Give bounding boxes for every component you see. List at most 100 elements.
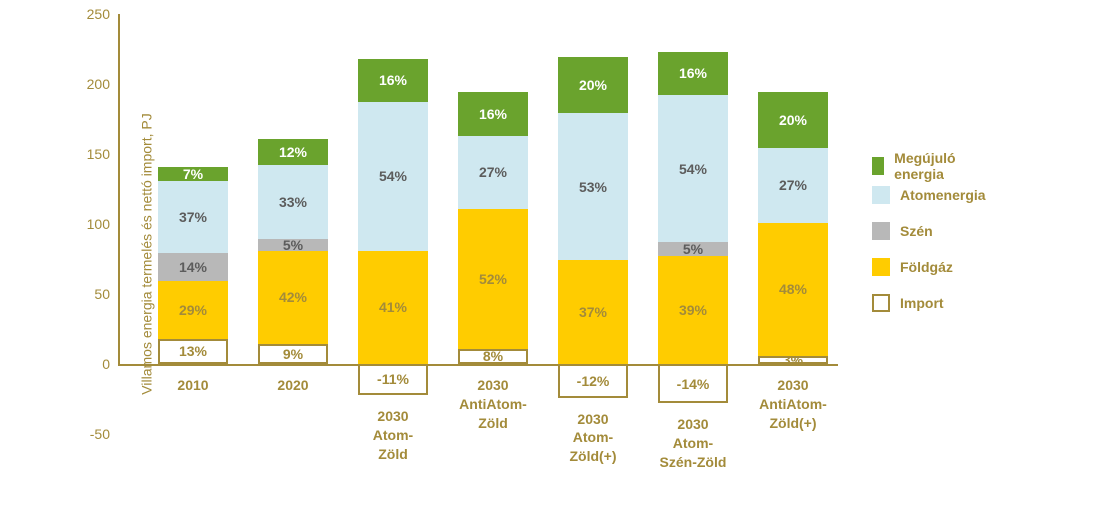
bar-segment-import: 3% <box>758 356 828 364</box>
legend-item: Megújuló energia <box>872 150 961 182</box>
bar-value-label: 27% <box>779 177 807 193</box>
y-tick-label: 250 <box>70 6 110 22</box>
bar-value-label: 42% <box>279 289 307 305</box>
legend-swatch <box>872 222 890 240</box>
category-label-line: Szén-Zöld <box>643 453 743 472</box>
bar-segment-foldgaz: 42% <box>258 251 328 345</box>
legend-swatch <box>872 294 890 312</box>
y-axis-line <box>118 14 120 364</box>
y-tick-label: -50 <box>70 426 110 442</box>
legend-swatch <box>872 258 890 276</box>
bar-value-label: 16% <box>679 65 707 81</box>
legend-item: Földgáz <box>872 258 953 276</box>
bar-segment-megujulo: 16% <box>358 59 428 102</box>
bar-segment-atom: 54% <box>358 102 428 250</box>
category-label: 2030Atom-Zöld <box>343 407 443 464</box>
category-label: 2030Atom-Szén-Zöld <box>643 415 743 472</box>
legend-swatch <box>872 157 884 175</box>
legend-item: Atomenergia <box>872 186 986 204</box>
y-tick-label: 100 <box>70 216 110 232</box>
bar-segment-foldgaz: 29% <box>158 281 228 338</box>
energy-stacked-bar-chart: Villamos energia termelés és nettó impor… <box>0 0 1106 508</box>
bar-value-label: 54% <box>379 168 407 184</box>
bar-value-label: -14% <box>677 376 710 392</box>
bar-value-label: 37% <box>579 304 607 320</box>
category-label: 2010 <box>143 376 243 395</box>
bar-segment-atom: 27% <box>458 136 528 209</box>
bar-segment-import: -14% <box>658 364 728 403</box>
category-label-line: Atom- <box>343 426 443 445</box>
legend-label: Atomenergia <box>900 187 986 203</box>
y-tick-label: 0 <box>70 356 110 372</box>
category-label-line: Atom- <box>543 428 643 447</box>
bar-value-label: 8% <box>483 348 503 364</box>
bar-segment-foldgaz: 39% <box>658 256 728 364</box>
bar-value-label: 39% <box>679 302 707 318</box>
bar-segment-szen: 5% <box>658 242 728 256</box>
bar-value-label: 37% <box>179 209 207 225</box>
bar-segment-import: -12% <box>558 364 628 398</box>
y-tick-label: 200 <box>70 76 110 92</box>
bar-segment-atom: 37% <box>158 181 228 254</box>
category-label-line: Zöld(+) <box>743 414 843 433</box>
category-label-line: 2020 <box>243 376 343 395</box>
bar-segment-foldgaz: 37% <box>558 260 628 364</box>
bar-value-label: 16% <box>379 72 407 88</box>
bar-value-label: 52% <box>479 271 507 287</box>
bar-segment-import: -11% <box>358 364 428 395</box>
category-label-line: AntiAtom- <box>743 395 843 414</box>
bar-value-label: 7% <box>183 166 203 182</box>
category-label: 2030Atom-Zöld(+) <box>543 410 643 467</box>
category-label-line: 2030 <box>643 415 743 434</box>
bar-segment-megujulo: 12% <box>258 139 328 166</box>
category-label: 2020 <box>243 376 343 395</box>
bar-segment-atom: 33% <box>258 165 328 239</box>
category-label-line: Zöld(+) <box>543 447 643 466</box>
bar-segment-megujulo: 7% <box>158 167 228 181</box>
bar-value-label: 29% <box>179 302 207 318</box>
y-tick-label: 150 <box>70 146 110 162</box>
category-label-line: 2030 <box>543 410 643 429</box>
bar-segment-atom: 53% <box>558 113 628 260</box>
category-label-line: 2030 <box>743 376 843 395</box>
bar-value-label: 16% <box>479 106 507 122</box>
bar-value-label: 9% <box>283 346 303 362</box>
bar-value-label: 48% <box>779 281 807 297</box>
x-axis-line <box>118 364 838 366</box>
category-label: 2030AntiAtom-Zöld(+) <box>743 376 843 433</box>
bar-segment-megujulo: 16% <box>658 52 728 95</box>
bar-segment-import: 13% <box>158 339 228 364</box>
bar-value-label: 5% <box>683 241 703 257</box>
bar-segment-import: 8% <box>458 349 528 364</box>
category-label-line: 2030 <box>343 407 443 426</box>
category-label-line: Atom- <box>643 434 743 453</box>
category-label-line: Zöld <box>343 445 443 464</box>
bar-segment-foldgaz: 52% <box>458 209 528 349</box>
category-label-line: AntiAtom- <box>443 395 543 414</box>
plot-area: 13% 29% 14% 37% 7% 9% 42% 5% 33% 12% 41% 54% 16% -11%… <box>118 14 838 434</box>
legend-swatch <box>872 186 890 204</box>
bar-segment-szen: 14% <box>158 253 228 281</box>
legend-label: Szén <box>900 223 933 239</box>
bar-segment-atom: 27% <box>758 148 828 222</box>
bar-value-label: 53% <box>579 179 607 195</box>
bar-segment-atom: 54% <box>658 95 728 242</box>
bar-value-label: 33% <box>279 194 307 210</box>
bar-segment-megujulo: 20% <box>758 92 828 148</box>
legend-item: Import <box>872 294 944 312</box>
bar-value-label: 54% <box>679 161 707 177</box>
y-tick-label: 50 <box>70 286 110 302</box>
legend-label: Földgáz <box>900 259 953 275</box>
legend-label: Import <box>900 295 944 311</box>
legend-label: Megújuló energia <box>894 150 961 182</box>
bar-value-label: 20% <box>779 112 807 128</box>
bar-segment-megujulo: 16% <box>458 92 528 135</box>
legend-item: Szén <box>872 222 933 240</box>
bar-value-label: 13% <box>179 343 207 359</box>
category-label-line: Zöld <box>443 414 543 433</box>
bar-value-label: 27% <box>479 164 507 180</box>
bar-segment-foldgaz: 41% <box>358 251 428 364</box>
bar-value-label: 12% <box>279 144 307 160</box>
bar-value-label: 20% <box>579 77 607 93</box>
bar-segment-szen: 5% <box>258 239 328 250</box>
